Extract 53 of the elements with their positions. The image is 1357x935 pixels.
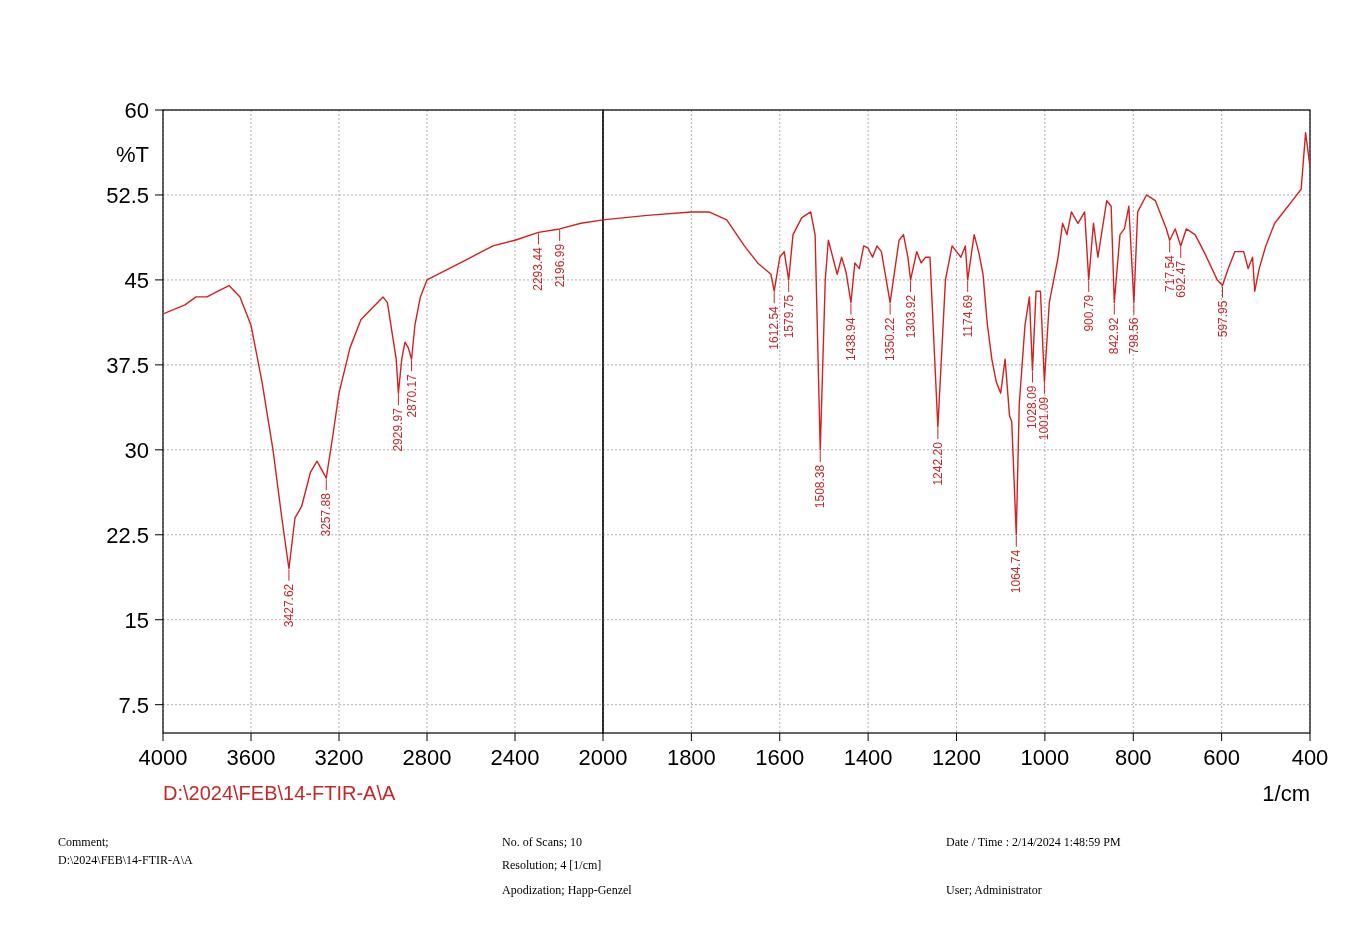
- x-tick-label: 400: [1291, 745, 1329, 770]
- annotation: 1579.75: [781, 294, 796, 339]
- y-tick-label: 7.5: [118, 692, 149, 718]
- x-tick-label: 3600: [226, 745, 276, 770]
- annotation: 842.92: [1107, 317, 1122, 355]
- x-tick-label: 3200: [314, 745, 364, 770]
- text: Resolution; 4 [1/cm]: [502, 858, 602, 872]
- annotation: 1242.20: [930, 441, 945, 486]
- annotation: 1064.74: [1009, 549, 1024, 594]
- annotation: 2293.44: [531, 247, 546, 291]
- annotation: 1001.09: [1037, 396, 1052, 441]
- y-tick-label: 52.5: [106, 182, 149, 208]
- y-tick-label: 22.5: [106, 522, 149, 548]
- annotation: 798.56: [1126, 317, 1141, 355]
- x-tick-label: 1000: [1020, 745, 1070, 770]
- annotation: 2929.97: [391, 407, 406, 452]
- annotation: 3427.62: [281, 583, 296, 628]
- annotation: 1174.69: [960, 294, 975, 338]
- y-tick-label: 30: [124, 437, 149, 463]
- annotation: 1612.54: [767, 305, 782, 350]
- annotation: 1508.38: [813, 464, 828, 509]
- x-tick-label: 1400: [843, 745, 893, 770]
- annotation: 597.95: [1215, 300, 1230, 338]
- text: No. of Scans; 10: [502, 835, 582, 849]
- y-tick-label: 37.5: [106, 352, 149, 378]
- x-tick-label: 600: [1203, 745, 1240, 770]
- text: User; Administrator: [946, 883, 1042, 897]
- annotation: 1438.94: [843, 317, 858, 361]
- x-tick-label: 2400: [490, 745, 540, 770]
- x-tick-label: 1200: [932, 745, 981, 770]
- annotation: 1350.22: [883, 317, 898, 361]
- annotation: 900.79: [1081, 294, 1096, 332]
- y-tick-label: 60: [124, 98, 149, 123]
- text: D:\2024\FEB\14-FTIR-A\A: [163, 782, 396, 804]
- x-axis-title: 1/cm: [1262, 781, 1310, 806]
- annotation: 1303.92: [903, 294, 918, 339]
- y-tick-label: 45: [124, 267, 149, 293]
- x-tick-label: 4000: [138, 745, 188, 770]
- text: D:\2024\FEB\14-FTIR-A\A: [58, 853, 194, 867]
- annotation: 2870.17: [404, 373, 419, 418]
- x-tick-label: 800: [1114, 745, 1152, 770]
- text: Comment;: [58, 835, 109, 849]
- text: Apodization; Happ-Genzel: [502, 883, 633, 897]
- x-tick-label: 1600: [755, 745, 805, 770]
- text: Date / Time : 2/14/2024 1:48:59 PM: [946, 835, 1122, 849]
- annotation: 3257.88: [319, 492, 334, 537]
- y-axis-title: %T: [116, 142, 149, 167]
- annotation: 2196.99: [552, 243, 567, 288]
- y-tick-label: 15: [124, 607, 149, 633]
- x-tick-label: 2800: [402, 745, 452, 770]
- x-tick-label: 1800: [666, 745, 716, 770]
- annotation: 1028.09: [1025, 385, 1040, 429]
- x-tick-label: 2000: [578, 745, 628, 770]
